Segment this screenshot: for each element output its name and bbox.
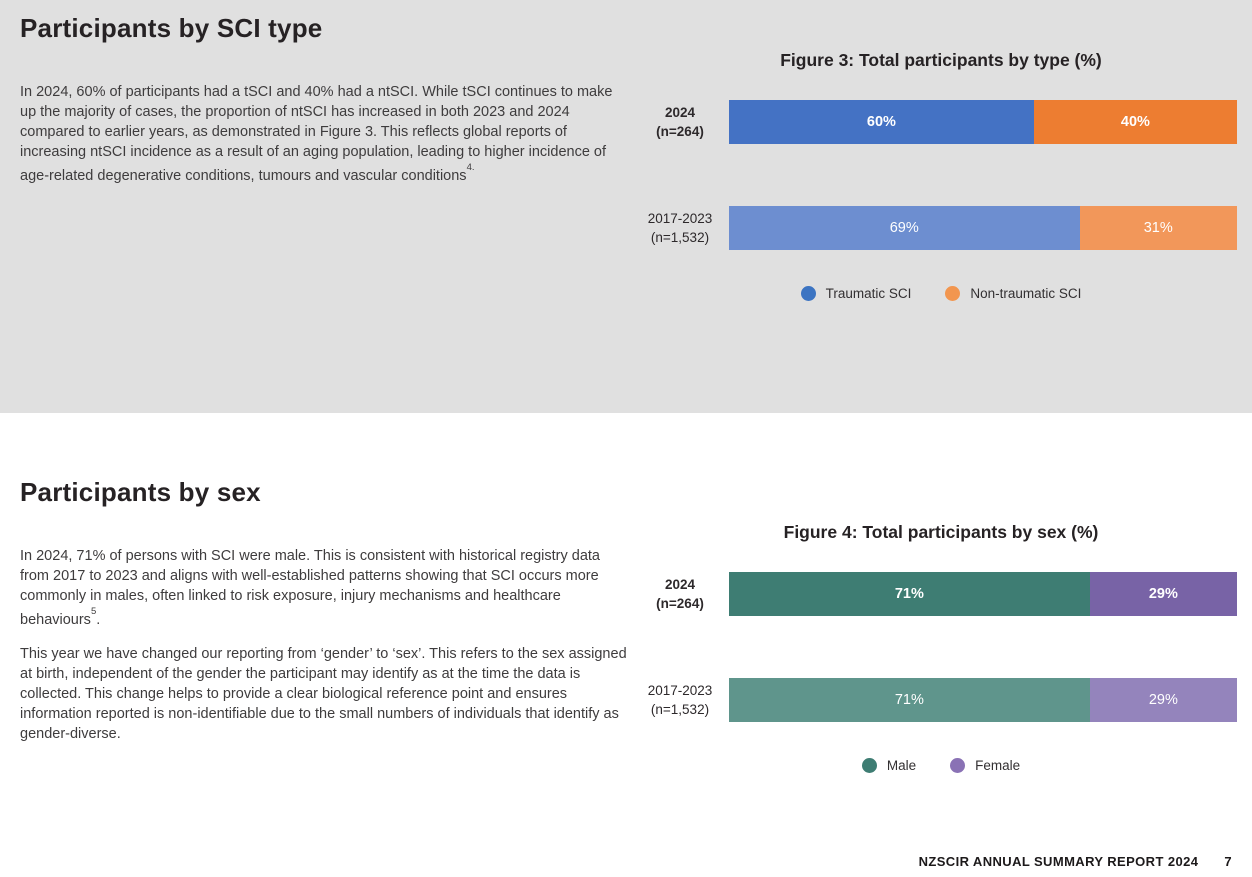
page-footer: NZSCIR ANNUAL SUMMARY REPORT 2024 7 — [919, 854, 1232, 869]
stacked-bar: 71% 29% — [729, 572, 1237, 616]
chart-row: 2017-2023 (n=1,532) 69% 31% — [645, 206, 1237, 250]
legend-item: Female — [950, 758, 1020, 773]
chart-legend: Male Female — [645, 758, 1237, 773]
bar-segment: 29% — [1089, 572, 1237, 616]
legend-marker-icon — [861, 758, 877, 773]
bar-value-label: 40% — [1120, 114, 1150, 130]
paragraph-text: In 2024, 71% of persons with SCI were ma… — [20, 548, 600, 628]
paragraph-text: In 2024, 60% of participants had a tSCI … — [20, 84, 613, 184]
section-sex-paragraph-1: In 2024, 71% of persons with SCI were ma… — [20, 546, 630, 630]
category-label-line1: 2017-2023 — [647, 683, 713, 698]
chart-rows: 2024 (n=264) 71% 29% 2017-2023 (n=1,532) 71% 29… — [645, 572, 1237, 722]
legend-marker-icon — [945, 286, 961, 301]
footnote-ref-4: 4. — [466, 161, 475, 173]
bar-segment: 69% — [729, 206, 1080, 250]
category-label: 2017-2023 (n=1,532) — [645, 209, 715, 247]
bar-segment: 71% — [729, 572, 1090, 616]
legend-item: Male — [861, 758, 917, 773]
stacked-bar: 71% 29% — [729, 678, 1237, 722]
category-label-line1: 2024 — [664, 577, 696, 592]
section-sex: Participants by sex In 2024, 71% of pers… — [0, 413, 1252, 877]
section-sci-type-heading: Participants by SCI type — [20, 13, 323, 43]
bar-segment: 60% — [729, 100, 1034, 144]
bar-segment: 31% — [1079, 206, 1237, 250]
legend-label: Male — [886, 758, 917, 773]
legend-item: Non-traumatic SCI — [945, 286, 1081, 301]
bar-value-label: 29% — [1148, 692, 1178, 708]
chart-row: 2024 (n=264) 71% 29% — [645, 572, 1237, 616]
figure3-chart: Figure 3: Total participants by type (%)… — [645, 48, 1237, 301]
legend-label: Female — [975, 758, 1021, 773]
bar-value-label: 31% — [1143, 220, 1173, 236]
category-label-line2: (n=264) — [656, 124, 704, 139]
legend-label: Non-traumatic SCI — [970, 286, 1082, 301]
category-label-line2: (n=1,532) — [650, 230, 710, 245]
page-number: 7 — [1224, 854, 1232, 869]
paragraph-text-end: . — [96, 611, 101, 628]
stacked-bar: 60% 40% — [729, 100, 1237, 144]
bar-segment: 40% — [1033, 100, 1237, 144]
category-label: 2017-2023 (n=1,532) — [645, 681, 715, 719]
category-label-line1: 2024 — [664, 105, 696, 120]
chart-rows: 2024 (n=264) 60% 40% 2017-2023 (n=1,532) 69% 31… — [645, 100, 1237, 250]
category-label-line2: (n=1,532) — [650, 702, 710, 717]
legend-marker-icon — [950, 758, 966, 773]
chart-row: 2017-2023 (n=1,532) 71% 29% — [645, 678, 1237, 722]
category-label: 2024 (n=264) — [645, 575, 715, 613]
bar-value-label: 71% — [894, 586, 924, 602]
section-sex-heading: Participants by sex — [20, 477, 261, 507]
legend-label: Traumatic SCI — [825, 286, 912, 301]
bar-value-label: 71% — [894, 692, 924, 708]
category-label-line1: 2017-2023 — [647, 211, 713, 226]
bar-value-label: 60% — [866, 114, 896, 130]
figure4-chart: Figure 4: Total participants by sex (%) 2… — [645, 520, 1237, 773]
bar-value-label: 69% — [889, 220, 919, 236]
bar-segment: 71% — [729, 678, 1090, 722]
chart-title: Figure 3: Total participants by type (%) — [780, 50, 1102, 70]
section-sci-type-paragraph: In 2024, 60% of participants had a tSCI … — [20, 82, 622, 186]
bar-segment: 29% — [1089, 678, 1237, 722]
category-label: 2024 (n=264) — [645, 103, 715, 141]
category-label-line2: (n=264) — [656, 596, 704, 611]
section-sex-paragraph-2: This year we have changed our reporting … — [20, 646, 627, 742]
footnote-ref-5: 5 — [90, 605, 97, 617]
chart-title: Figure 4: Total participants by sex (%) — [783, 522, 1099, 542]
legend-marker-icon — [800, 286, 816, 301]
bar-value-label: 29% — [1148, 586, 1178, 602]
chart-legend: Traumatic SCI Non-traumatic SCI — [645, 286, 1237, 301]
chart-row: 2024 (n=264) 60% 40% — [645, 100, 1237, 144]
stacked-bar: 69% 31% — [729, 206, 1237, 250]
section-sci-type: Participants by SCI type In 2024, 60% of… — [0, 0, 1252, 413]
report-title: NZSCIR ANNUAL SUMMARY REPORT 2024 — [918, 854, 1199, 869]
legend-item: Traumatic SCI — [800, 286, 912, 301]
